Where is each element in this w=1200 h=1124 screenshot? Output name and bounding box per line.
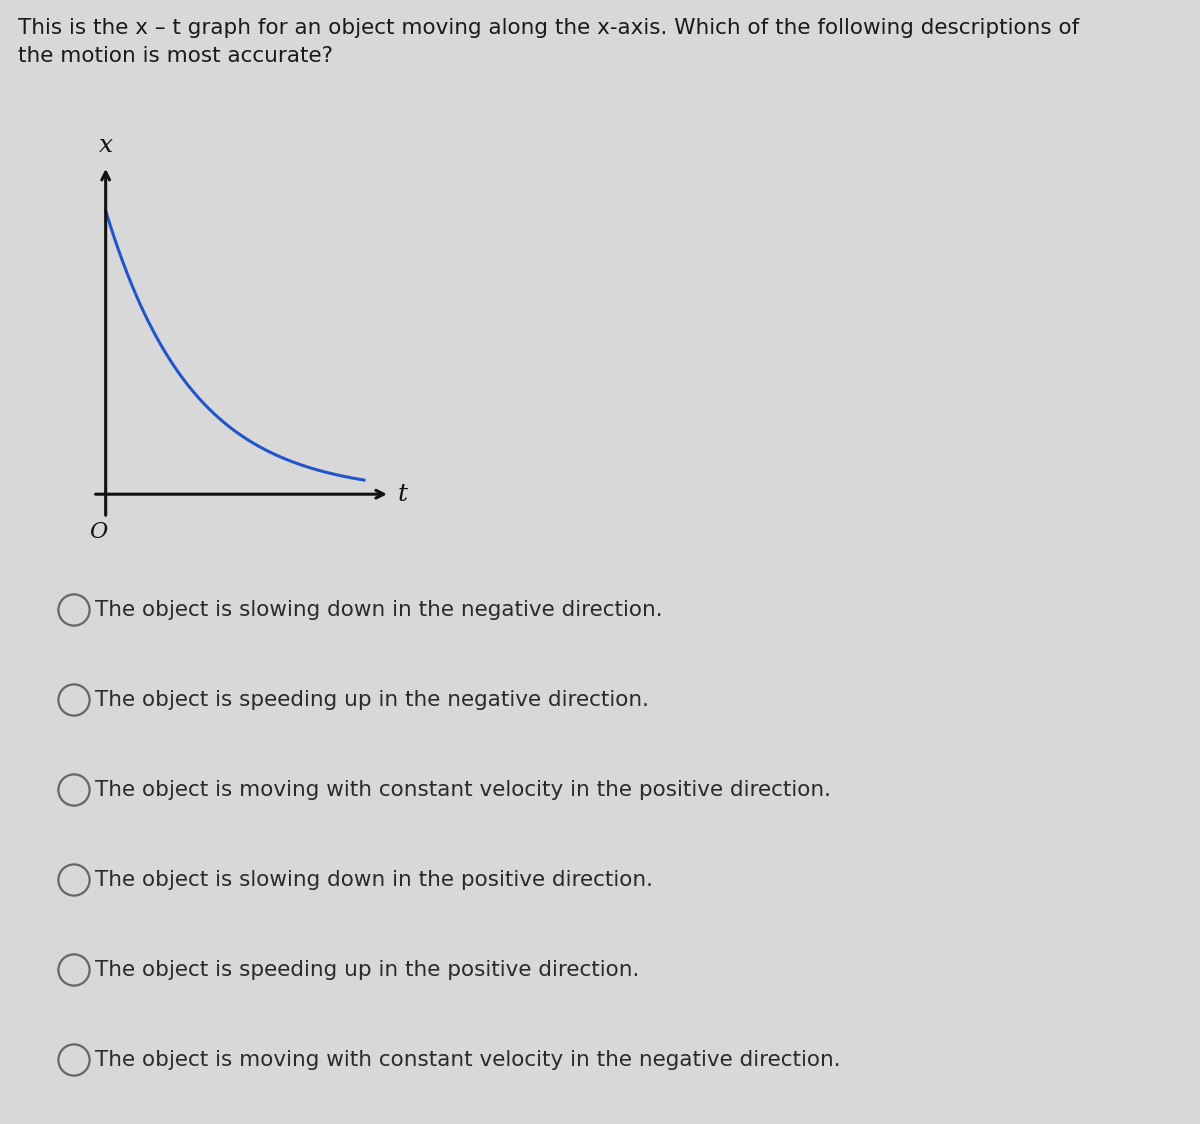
Text: O: O — [89, 522, 107, 543]
Text: The object is moving with constant velocity in the positive direction.: The object is moving with constant veloc… — [95, 780, 830, 800]
Text: t: t — [397, 482, 408, 506]
Text: The object is moving with constant velocity in the negative direction.: The object is moving with constant veloc… — [95, 1050, 841, 1070]
Text: The object is speeding up in the positive direction.: The object is speeding up in the positiv… — [95, 960, 640, 980]
Text: This is the x – t graph for an object moving along the x-axis. Which of the foll: This is the x – t graph for an object mo… — [18, 18, 1079, 66]
Text: The object is slowing down in the positive direction.: The object is slowing down in the positi… — [95, 870, 653, 890]
Text: The object is slowing down in the negative direction.: The object is slowing down in the negati… — [95, 600, 662, 620]
Text: The object is speeding up in the negative direction.: The object is speeding up in the negativ… — [95, 690, 649, 710]
Text: x: x — [98, 134, 113, 157]
